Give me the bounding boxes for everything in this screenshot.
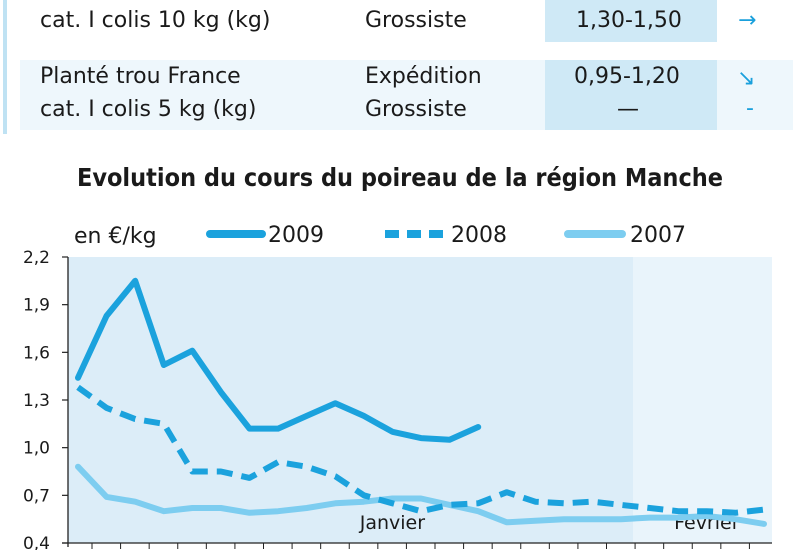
series-lines (75, 277, 767, 527)
y-tick-label: 2,2 (23, 248, 50, 268)
market-stage: Grossiste (365, 8, 467, 33)
price-column-band (545, 60, 717, 130)
month-label: Janvier (359, 512, 426, 534)
dash-icon: - (746, 96, 754, 121)
table-left-border (3, 0, 7, 134)
y-tick-label: 1,0 (23, 439, 50, 459)
product-name: cat. I colis 5 kg (kg) (40, 97, 257, 122)
chart-title: Evolution du cours du poireau de la régi… (76, 163, 724, 192)
series-line-2008 (76, 384, 765, 516)
y-tick-label: 1,6 (23, 343, 50, 363)
y-tick-label: 0,4 (23, 534, 50, 550)
legend-label-2008: 2008 (451, 223, 507, 248)
y-tick-label: 1,3 (23, 391, 50, 411)
product-name: Planté trou France (40, 64, 241, 89)
line-chart: 2,21,91,61,31,00,70,4 Janvier Février 200… (23, 223, 772, 550)
y-tick-label: 1,9 (23, 296, 50, 316)
y-axis-label: en €/kg (74, 224, 157, 249)
right-arrow-icon: → (738, 8, 757, 33)
price-range: 0,95-1,20 (574, 64, 680, 89)
product-name: cat. I colis 10 kg (kg) (40, 8, 271, 33)
market-stage: Grossiste (365, 97, 467, 122)
legend-label-2007: 2007 (630, 223, 686, 248)
market-stage: Expédition (365, 64, 482, 89)
legend-label-2009: 2009 (268, 223, 324, 248)
y-axis: 2,2 1,9 1,6 1,3 1,0 0,7 0,4 (23, 248, 69, 550)
plot-background (68, 257, 772, 543)
price-column-band (545, 0, 717, 42)
y-tick-label: 0,7 (23, 486, 50, 506)
price-range: 1,30-1,50 (576, 8, 682, 33)
series-line-2007 (75, 463, 767, 527)
legend: 2009 2008 2007 (206, 223, 686, 248)
series-line-2009 (75, 277, 482, 443)
plot-area-february (633, 257, 772, 543)
down-right-arrow-icon: ↘ (737, 66, 756, 91)
price-table: cat. I colis 10 kg (kg) Grossiste 1,30-1… (0, 0, 800, 134)
plot-area-january (68, 257, 633, 543)
price-range: — (617, 97, 639, 122)
